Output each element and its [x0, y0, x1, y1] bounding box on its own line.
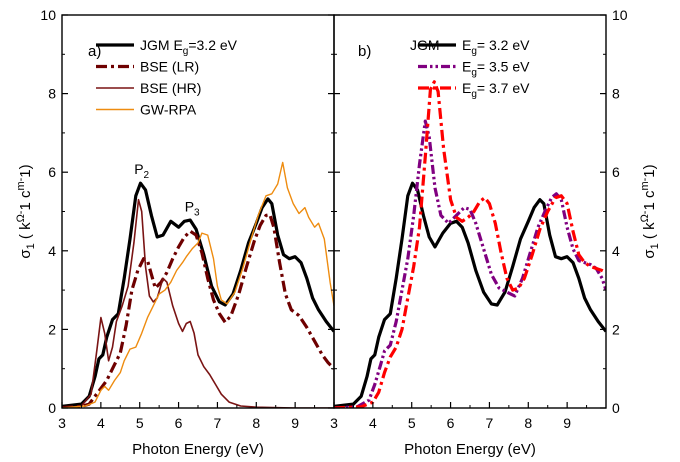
series-line-2 — [62, 213, 334, 408]
y-tick-label: 4 — [612, 243, 620, 259]
legend-label: JGM Eg=3.2 eV — [140, 37, 238, 57]
y-tick-label: 4 — [48, 243, 56, 259]
series-line-1 — [334, 181, 606, 408]
y-tick-label: 10 — [40, 7, 56, 23]
panel-label: a) — [88, 43, 101, 60]
x-tick-label: 6 — [447, 415, 455, 431]
x-tick-label: 7 — [486, 415, 494, 431]
peak-annotation: P3 — [185, 199, 200, 219]
y-tick-label: 0 — [48, 400, 56, 416]
y-axis-label: σ1 ( kΩ-1 cm-1) — [639, 164, 661, 258]
series-layer — [62, 161, 334, 408]
x-tick-label: 4 — [369, 415, 377, 431]
panel-b: 3 4 5 6 7 8 9 0 2 4 6 8 10 Photon Energy (eV) σ1 ( kΩ-… — [330, 7, 661, 458]
panel-label: b) — [358, 43, 371, 60]
panel-a: 3 4 5 6 7 8 9 0 2 4 6 8 10 Photon Energy (eV) σ1 ( kΩ-… — [15, 7, 335, 458]
peak-annotation: P2 — [134, 161, 149, 181]
x-tick-label: 3 — [58, 415, 66, 431]
series-line-3 — [62, 198, 334, 408]
legend-label: Eg= 3.5 eV — [462, 59, 530, 79]
legend-label: GW-RPA — [140, 102, 197, 118]
y-tick-label: 0 — [612, 400, 620, 416]
x-tick-label: 9 — [291, 415, 299, 431]
legend-label: Eg= 3.7 eV — [462, 80, 530, 100]
y-tick-label: 10 — [612, 7, 628, 23]
x-tick-label: 8 — [524, 415, 532, 431]
series-line-3 — [334, 80, 606, 408]
y-tick-label: 8 — [612, 86, 620, 102]
y-tick-label: 2 — [612, 321, 620, 337]
series-line-4 — [62, 161, 334, 408]
x-tick-label: 7 — [214, 415, 222, 431]
series-line-1 — [62, 181, 334, 408]
x-tick-label: 9 — [563, 415, 571, 431]
x-tick-label: 8 — [252, 415, 260, 431]
x-tick-label: 3 — [330, 415, 338, 431]
y-tick-label: 6 — [612, 164, 620, 180]
x-tick-label: 4 — [97, 415, 105, 431]
x-axis-label: Photon Energy (eV) — [404, 441, 536, 458]
y-tick-label: 6 — [48, 164, 56, 180]
legend-label: BSE (LR) — [140, 59, 199, 75]
y-tick-label: 8 — [48, 86, 56, 102]
y-tick-label: 2 — [48, 321, 56, 337]
series-line-2 — [334, 119, 606, 408]
y-axis-label: σ1 ( kΩ-1 cm-1) — [15, 164, 37, 258]
legend: JGM Eg=3.2 eV BSE (LR) BSE (HR) GW-RPA — [96, 37, 238, 118]
legend-label: Eg= 3.2 eV — [462, 37, 530, 57]
series-layer — [334, 80, 606, 408]
x-tick-label: 5 — [408, 415, 416, 431]
x-axis-label: Photon Energy (eV) — [132, 441, 264, 458]
x-tick-label: 5 — [136, 415, 144, 431]
legend-label: BSE (HR) — [140, 80, 201, 96]
x-tick-label: 6 — [175, 415, 183, 431]
